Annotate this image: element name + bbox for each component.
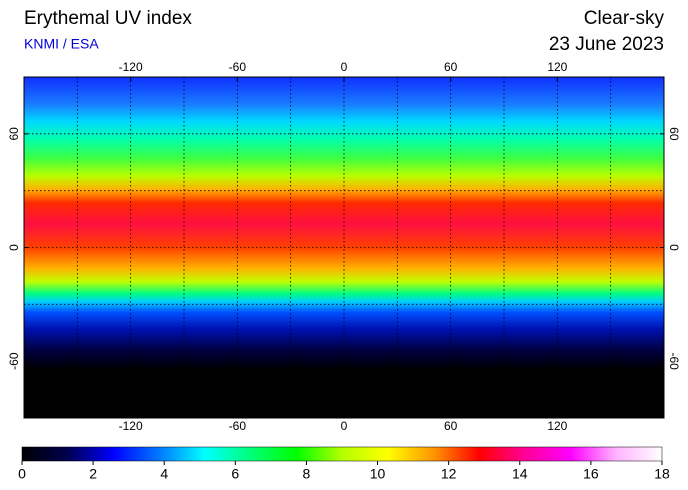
colorbar-tick-label: 14 bbox=[512, 466, 528, 482]
colorbar-tick-label: 18 bbox=[654, 466, 670, 482]
lon-tick-label: 60 bbox=[444, 419, 458, 433]
lon-tick-label: 60 bbox=[444, 60, 458, 74]
lat-tick-label: 60 bbox=[7, 127, 21, 141]
condition: Clear-sky bbox=[584, 8, 665, 29]
colorbar bbox=[21, 446, 663, 462]
source: KNMI / ESA bbox=[24, 36, 99, 52]
lon-tick-label: 120 bbox=[547, 60, 567, 74]
lon-tick-label: -60 bbox=[229, 419, 247, 433]
date: 23 June 2023 bbox=[549, 34, 664, 55]
colorbar-tick-label: 2 bbox=[89, 466, 97, 482]
colorbar-tick-label: 6 bbox=[231, 466, 239, 482]
lon-tick-label: -120 bbox=[119, 419, 143, 433]
colorbar-tick-label: 0 bbox=[18, 466, 26, 482]
lat-tick-label: -60 bbox=[667, 352, 681, 370]
lat-tick-label: 60 bbox=[667, 127, 681, 141]
lat-tick-label: 0 bbox=[667, 244, 681, 251]
lat-tick-label: -60 bbox=[7, 352, 21, 370]
lat-tick-label: 0 bbox=[7, 244, 21, 251]
colorbar-tick-label: 10 bbox=[370, 466, 386, 482]
colorbar-tick-label: 4 bbox=[160, 466, 168, 482]
colorbar-tick-label: 12 bbox=[441, 466, 457, 482]
lon-tick-label: 0 bbox=[341, 419, 348, 433]
lon-tick-label: -120 bbox=[119, 60, 143, 74]
lon-tick-label: -60 bbox=[229, 60, 247, 74]
colorbar-tick-label: 16 bbox=[583, 466, 599, 482]
title: Erythemal UV index bbox=[24, 8, 192, 29]
lon-tick-label: 120 bbox=[547, 419, 567, 433]
lon-tick-label: 0 bbox=[341, 60, 348, 74]
colorbar-tick-label: 8 bbox=[303, 466, 311, 482]
graticule bbox=[24, 77, 664, 418]
